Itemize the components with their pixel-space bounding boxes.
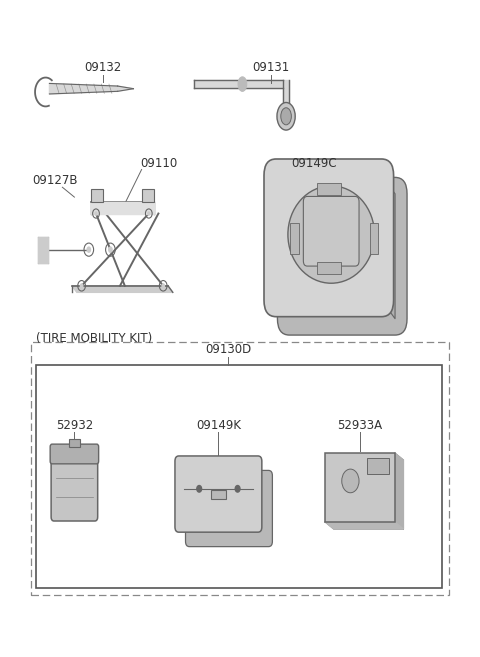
Polygon shape [325, 522, 403, 529]
Polygon shape [91, 202, 154, 214]
Circle shape [197, 486, 202, 492]
Bar [317, 183, 341, 195]
FancyBboxPatch shape [50, 444, 99, 464]
Text: 52932: 52932 [56, 419, 93, 432]
Text: 09110: 09110 [141, 156, 178, 170]
Circle shape [235, 486, 240, 492]
Text: 52933A: 52933A [337, 419, 383, 432]
Bar [91, 189, 103, 202]
Text: 09127B: 09127B [33, 173, 78, 187]
Ellipse shape [238, 77, 247, 91]
Text: 09131: 09131 [252, 61, 290, 74]
Bar [367, 458, 389, 474]
Text: 09149C: 09149C [291, 157, 337, 170]
Bar [211, 490, 226, 499]
Circle shape [94, 212, 98, 216]
Bar [290, 223, 299, 254]
Polygon shape [283, 80, 289, 116]
Bar [317, 262, 341, 274]
Bar [370, 223, 378, 254]
Polygon shape [72, 286, 173, 292]
FancyBboxPatch shape [175, 456, 262, 532]
Polygon shape [49, 83, 118, 94]
Ellipse shape [288, 186, 374, 283]
Text: 09149K: 09149K [196, 419, 241, 432]
Circle shape [342, 469, 359, 493]
Polygon shape [382, 175, 395, 319]
Circle shape [161, 283, 165, 288]
Ellipse shape [277, 102, 295, 130]
FancyBboxPatch shape [277, 177, 407, 335]
Polygon shape [194, 80, 283, 88]
Polygon shape [395, 453, 403, 529]
Bar [36, 365, 442, 588]
FancyBboxPatch shape [303, 196, 359, 266]
Bar [142, 189, 154, 202]
Text: 09132: 09132 [84, 61, 122, 74]
Text: 09130D: 09130D [205, 343, 251, 356]
FancyBboxPatch shape [264, 159, 394, 317]
FancyBboxPatch shape [325, 453, 395, 522]
Polygon shape [38, 237, 48, 263]
Ellipse shape [281, 108, 291, 125]
Text: (TIRE MOBILITY KIT): (TIRE MOBILITY KIT) [36, 332, 152, 345]
Bar [31, 342, 449, 595]
Circle shape [147, 212, 151, 216]
Polygon shape [118, 86, 133, 91]
Circle shape [108, 246, 113, 253]
FancyBboxPatch shape [51, 454, 98, 521]
Bar [69, 439, 80, 447]
Circle shape [80, 283, 84, 288]
FancyBboxPatch shape [185, 470, 272, 547]
Circle shape [86, 246, 91, 253]
